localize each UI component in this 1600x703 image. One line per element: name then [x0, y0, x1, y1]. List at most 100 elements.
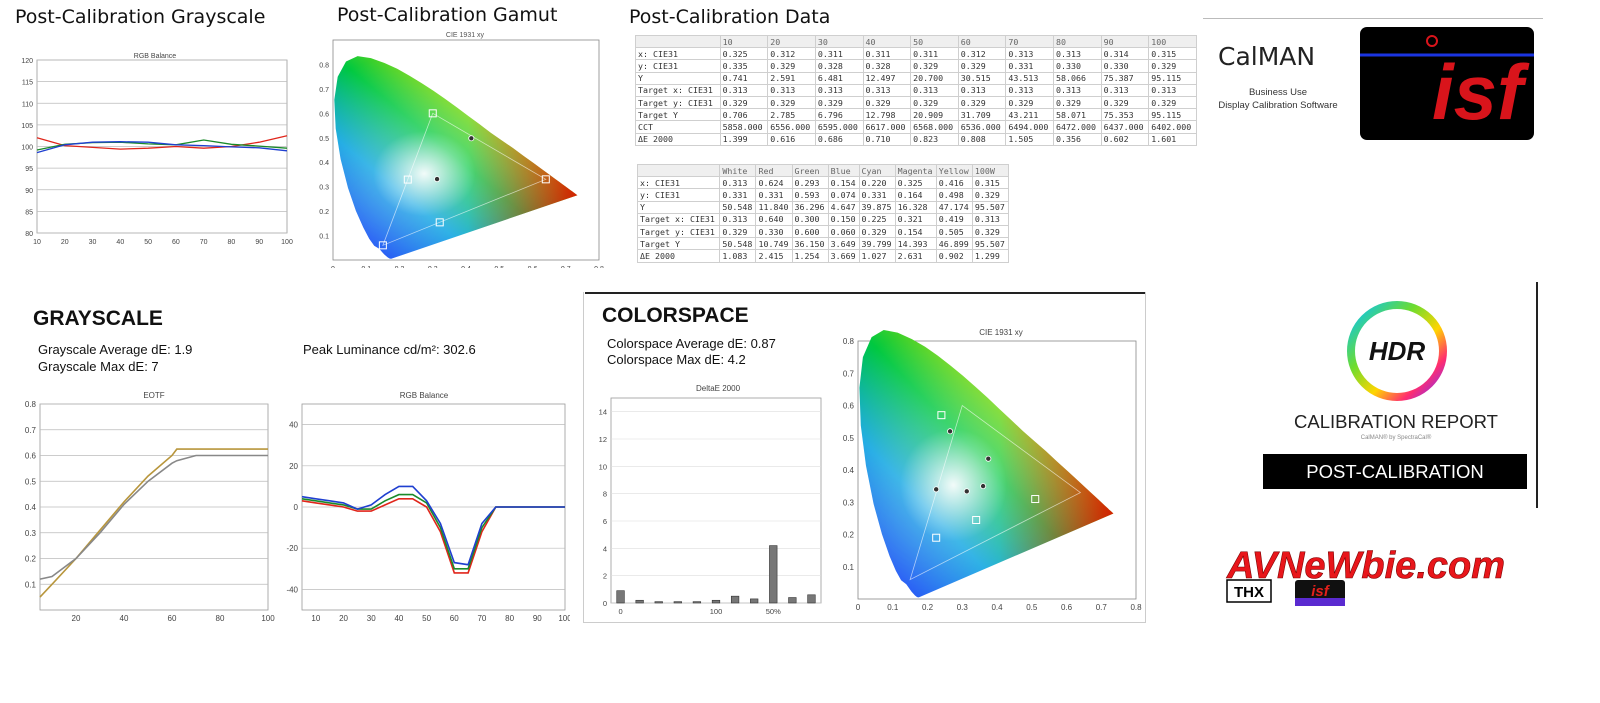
table-cell: 1.254 — [791, 249, 829, 263]
table-cell: 0.300 — [791, 212, 829, 226]
calman-sub2: Display Calibration Software — [1218, 100, 1338, 111]
table-cell: 0.074 — [827, 188, 860, 202]
peak-luminance: Peak Luminance cd/m²: 302.6 — [303, 342, 476, 357]
table-cell: 0.313 — [1005, 47, 1055, 61]
table-cell: 0.416 — [935, 176, 973, 190]
table-cell: 0.328 — [814, 59, 864, 73]
table-cell: Y — [635, 71, 721, 85]
y-tick-label: 0.8 — [25, 400, 37, 409]
y-tick-label: 95 — [25, 166, 33, 173]
x-tick-label: 0 — [331, 266, 335, 268]
table-cell: 6617.000 — [862, 120, 912, 134]
table-cell: 0.313 — [1053, 83, 1102, 97]
table-cell: 0.329 — [1053, 95, 1102, 110]
x-tick-label: 0.6 — [528, 266, 538, 268]
table-cell: 0.313 — [814, 83, 864, 97]
calman-tagline: Business Use Display Calibration Softwar… — [1203, 86, 1353, 112]
divider — [1203, 18, 1543, 19]
table-cell: 0.330 — [755, 224, 793, 239]
table-cell: 2.415 — [755, 249, 793, 263]
y-tick-label: 12 — [599, 435, 607, 444]
target-marker — [932, 533, 941, 542]
table-cell: Target Y — [635, 108, 721, 122]
x-tick-label: 20 — [339, 614, 348, 623]
y-tick-label: 0.7 — [843, 369, 855, 378]
table-cell: 0.331 — [1005, 59, 1055, 73]
y-tick-label: 120 — [21, 58, 33, 65]
table-cell: 0.331 — [719, 188, 757, 202]
table-row: Y 50.548 11.840 36.296 4.647 39.875 16.328 47.1… — [636, 200, 1010, 214]
table-cell: 6556.000 — [767, 120, 816, 134]
x-tick-label: 70 — [200, 239, 208, 246]
table-cell: 1.505 — [1005, 132, 1055, 146]
table-cell: 0.325 — [894, 176, 937, 190]
y-tick-label: -40 — [286, 585, 298, 594]
table-header-cell: 100W — [971, 163, 1010, 178]
table-cell: 0.164 — [894, 188, 937, 202]
rgb-balance-chart-top: RGB Balance 80 85 90 95 100 105 110 115 120 10 20 3… — [21, 53, 293, 246]
series-line-red — [36, 135, 288, 150]
table-row: ΔE 2000 1.399 0.616 0.686 0.710 0.823 0.808 1.5… — [635, 132, 1197, 146]
x-tick-label: 60 — [172, 239, 180, 246]
y-tick-label: 0 — [294, 503, 299, 512]
table-cell: 0.154 — [827, 176, 860, 190]
y-tick-label: 10 — [599, 462, 607, 471]
table-cell: 0.313 — [910, 83, 959, 97]
table-cell: 0.902 — [935, 249, 973, 263]
table-header-cell: 20 — [767, 34, 816, 49]
bar — [730, 595, 740, 604]
series-line-measured — [39, 454, 268, 580]
table-cell: x: CIE31 — [636, 176, 721, 190]
table-cell: 0.060 — [827, 224, 860, 239]
table-cell: 0.315 — [1148, 47, 1197, 61]
table-cell: 0.686 — [814, 132, 864, 146]
color-data-table: White Red Green Blue Cyan Magenta Yellow 100W x… — [636, 163, 1010, 263]
table-cell: 95.115 — [1148, 108, 1197, 122]
calman-logo: CalMAN — [1218, 42, 1316, 71]
table-header-cell — [635, 34, 721, 49]
table-cell: 0.313 — [1148, 83, 1197, 97]
y-tick-label: -20 — [286, 544, 298, 553]
grayscale-data-table: 10 20 30 40 50 60 70 80 90 100 x: CIE31 0.325 0.312… — [635, 34, 1197, 146]
table-cell: 0.602 — [1100, 132, 1150, 146]
table-cell: 0.293 — [791, 176, 829, 190]
rgb-balance-chart-hdr: RGB Balance -40 -20 0 20 40 10 20 30 40 50 60 70 80 9… — [286, 391, 570, 623]
table-cell: 20.909 — [910, 108, 959, 122]
y-tick-label: 100 — [21, 145, 33, 152]
y-tick-label: 4 — [603, 544, 607, 553]
table-cell: 0.330 — [1100, 59, 1150, 73]
table-row: Y 0.741 2.591 6.481 12.497 20.700 30.515 43.513… — [635, 71, 1197, 85]
table-row: y: CIE31 0.331 0.331 0.593 0.074 0.331 0.164 0.… — [636, 188, 1010, 202]
table-row: Target y: CIE31 0.329 0.329 0.329 0.329 0.329… — [635, 95, 1197, 110]
chart-title: CIE 1931 xy — [446, 32, 485, 39]
x-tick-label: 40 — [394, 614, 403, 623]
gamut-triangle — [382, 112, 547, 247]
target-marker — [937, 411, 946, 420]
x-tick-label: 70 — [477, 614, 486, 623]
table-cell: 0.329 — [767, 95, 816, 110]
series-line-blue — [301, 485, 565, 566]
table-cell: 0.329 — [1005, 95, 1055, 110]
table-row: Target x: CIE31 0.313 0.640 0.300 0.150 0.225… — [636, 212, 1010, 226]
cie-gamut-chart-top: CIE 1931 xy 0.1 0.2 0.3 0.4 0.5 0.6 0.7 0.8 0 0.1… — [319, 32, 604, 268]
table-cell: 0.331 — [755, 188, 793, 202]
x-tick-label: 0.4 — [991, 603, 1003, 612]
grayscale-average-de: Grayscale Average dE: 1.9 — [38, 342, 193, 357]
table-cell: 0.311 — [814, 47, 864, 61]
table-cell: Target y: CIE31 — [636, 224, 721, 239]
x-tick-label: 30 — [367, 614, 376, 623]
isf-logo-text: isf — [1432, 48, 1530, 136]
y-tick-label: 0.4 — [25, 503, 37, 512]
table-cell: 58.071 — [1053, 108, 1102, 122]
table-cell: 0.311 — [910, 47, 959, 61]
table-cell: 0.312 — [957, 47, 1007, 61]
colorspace-top-rule — [585, 292, 1145, 294]
table-cell: 6.481 — [814, 71, 864, 85]
table-cell: Target x: CIE31 — [636, 212, 721, 226]
table-cell: 39.875 — [858, 200, 896, 214]
bar — [807, 594, 816, 604]
deltae-2000-chart: DeltaE 2000 0 2 4 6 8 10 12 14 0 100 50% — [599, 384, 822, 616]
x-tick-label: 80 — [505, 614, 514, 623]
y-tick-label: 0.5 — [843, 434, 855, 443]
table-cell: 1.601 — [1148, 132, 1197, 146]
